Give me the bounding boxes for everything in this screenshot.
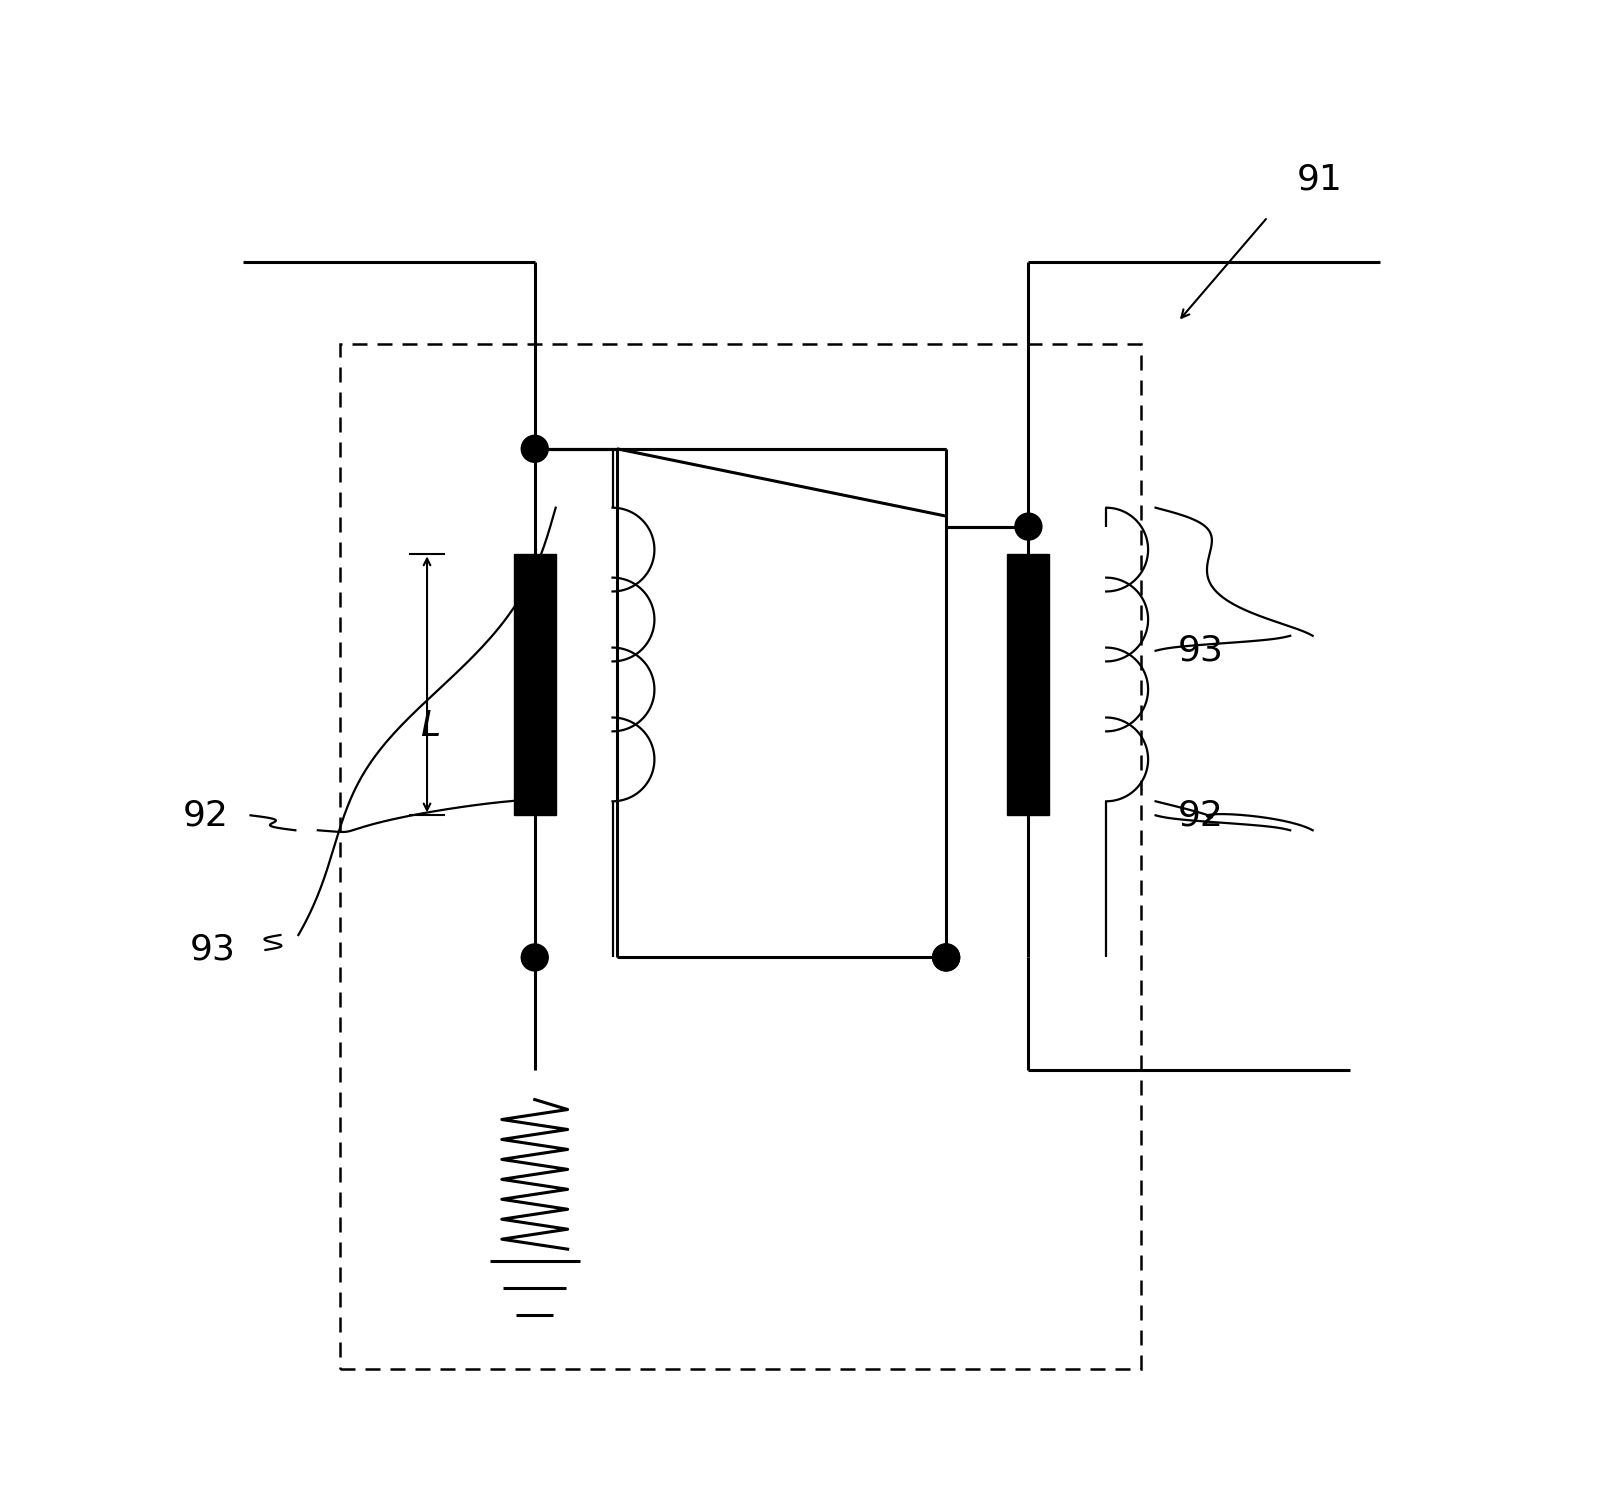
Text: L: L bbox=[420, 709, 440, 742]
Bar bbox=[514, 554, 555, 815]
Text: 91: 91 bbox=[1297, 163, 1344, 196]
Text: 92: 92 bbox=[183, 799, 229, 832]
Text: 93: 93 bbox=[1178, 634, 1224, 667]
Circle shape bbox=[521, 435, 549, 462]
Text: 92: 92 bbox=[1178, 799, 1224, 832]
Circle shape bbox=[521, 944, 549, 971]
Circle shape bbox=[933, 944, 959, 971]
Text: 93: 93 bbox=[190, 934, 235, 966]
Circle shape bbox=[933, 944, 959, 971]
Bar bbox=[1008, 554, 1050, 815]
Circle shape bbox=[1014, 513, 1042, 540]
